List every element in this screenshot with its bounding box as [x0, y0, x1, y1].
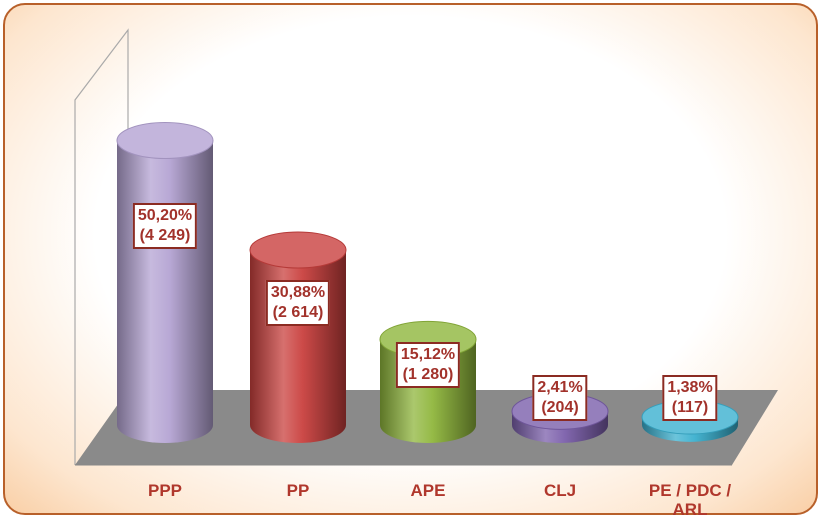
- cylinder-top: [116, 122, 214, 160]
- count-label: (4 249): [139, 226, 191, 244]
- x-tick-label: CLJ: [543, 481, 577, 500]
- x-tick-label: PP: [286, 481, 310, 500]
- count-label: (2 614): [272, 303, 324, 321]
- cylinder-top: [249, 231, 347, 269]
- percent-label: 30,88%: [270, 283, 326, 301]
- count-label: (1 280): [402, 366, 454, 384]
- count-label: (117): [671, 399, 709, 416]
- percent-label: 15,12%: [400, 346, 456, 364]
- percent-label: 1,38%: [667, 379, 713, 396]
- cylinder-body: [117, 140, 213, 444]
- x-tick-label: PE / PDC / ARL: [648, 481, 732, 519]
- value-label: 15,12% (1 280): [395, 342, 461, 389]
- value-label: 1,38% (117): [662, 375, 718, 421]
- value-label: 50,20% (4 249): [132, 202, 198, 249]
- x-tick-label: APE: [410, 481, 446, 500]
- percent-label: 50,20%: [137, 206, 193, 224]
- count-label: (204): [541, 399, 579, 416]
- x-tick-label: PPP: [147, 481, 183, 500]
- value-label: 30,88% (2 614): [265, 279, 331, 326]
- value-label: 2,41% (204): [532, 375, 588, 421]
- percent-label: 2,41%: [537, 379, 583, 396]
